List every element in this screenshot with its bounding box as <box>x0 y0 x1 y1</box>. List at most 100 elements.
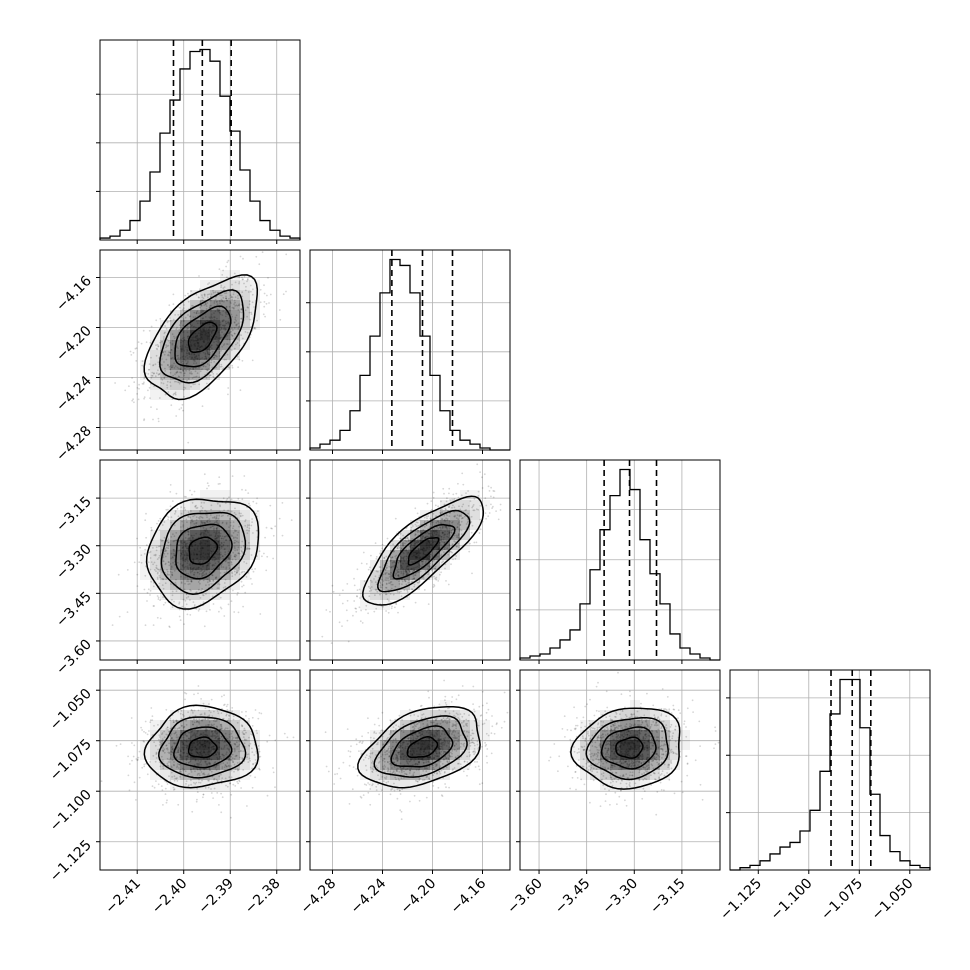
sample-point <box>383 556 386 559</box>
sample-point <box>187 378 190 380</box>
density-cell <box>180 320 190 330</box>
sample-point <box>156 595 159 597</box>
sample-point <box>193 514 196 517</box>
grid-lines <box>100 670 300 870</box>
sample-point <box>195 312 198 315</box>
sample-point <box>240 515 242 518</box>
sample-point <box>250 313 253 315</box>
sample-point <box>227 603 230 606</box>
sample-point <box>219 724 222 727</box>
density-cell <box>230 720 240 730</box>
sample-point <box>162 767 165 770</box>
scatter-panel-0-1: −4.28−4.24−4.20−4.16 <box>53 249 301 465</box>
sample-point <box>229 521 232 524</box>
sample-point <box>160 377 163 380</box>
sample-point <box>359 597 361 599</box>
sample-point <box>358 588 361 591</box>
sample-point <box>194 370 197 373</box>
density-cell <box>170 550 180 560</box>
sample-point <box>178 763 181 766</box>
sample-point <box>189 516 192 519</box>
sample-point <box>204 718 207 721</box>
sample-point <box>176 345 178 348</box>
sample-point <box>220 515 223 517</box>
sample-point <box>163 353 166 356</box>
sample-point <box>243 475 246 477</box>
sample-point <box>242 257 244 260</box>
sample-point <box>159 545 161 547</box>
sample-point <box>193 693 195 696</box>
sample-point <box>205 368 208 371</box>
sample-point <box>238 756 241 759</box>
sample-point <box>200 516 203 519</box>
sample-point <box>238 750 240 753</box>
sample-point <box>150 526 153 529</box>
sample-point <box>195 522 197 525</box>
sample-point <box>230 561 233 563</box>
sample-point <box>212 580 215 582</box>
sample-point <box>402 543 404 545</box>
sample-point <box>232 521 235 523</box>
sample-point <box>412 525 414 527</box>
sample-point <box>175 346 178 349</box>
sample-point <box>183 386 185 389</box>
density-cell <box>230 770 240 780</box>
sample-point <box>389 581 392 583</box>
density-cell <box>170 750 180 760</box>
sample-point <box>237 552 240 555</box>
sample-point <box>461 517 464 519</box>
sample-point <box>265 302 268 305</box>
sample-point <box>492 496 495 499</box>
sample-point <box>244 519 247 521</box>
sample-point <box>165 744 168 747</box>
sample-point <box>155 753 158 755</box>
sample-point <box>170 366 173 369</box>
sample-point <box>411 538 413 540</box>
sample-point <box>243 561 246 563</box>
sample-point <box>266 555 269 558</box>
sample-point <box>382 743 385 745</box>
sample-point <box>224 578 227 581</box>
sample-point <box>210 698 213 701</box>
sample-point <box>191 518 193 521</box>
sample-point <box>208 709 211 712</box>
sample-point <box>205 593 207 595</box>
sample-point <box>417 529 420 532</box>
sample-point <box>208 306 211 309</box>
sample-point <box>418 519 421 521</box>
sample-point <box>157 417 160 420</box>
sample-point <box>236 534 239 536</box>
sample-point <box>379 593 381 596</box>
sample-point <box>232 525 235 527</box>
sample-point <box>243 742 246 745</box>
sample-point <box>227 259 230 262</box>
sample-point <box>219 596 222 599</box>
sample-point <box>251 568 254 571</box>
sample-point <box>221 796 224 799</box>
sample-point <box>487 485 490 488</box>
sample-point <box>210 788 212 790</box>
sample-point <box>231 575 234 578</box>
sample-point <box>359 620 362 623</box>
sample-point <box>209 580 211 582</box>
sample-point <box>202 793 205 796</box>
density-cell <box>180 760 190 770</box>
sample-point <box>241 552 244 554</box>
sample-point <box>169 576 172 578</box>
sample-point <box>153 569 156 571</box>
sample-point <box>182 769 185 772</box>
density-cell <box>170 330 180 340</box>
sample-point <box>135 360 138 362</box>
sample-point <box>171 342 174 345</box>
sample-point <box>212 797 215 799</box>
sample-point <box>230 563 233 566</box>
sample-point <box>493 490 496 493</box>
sample-point <box>166 570 169 573</box>
sample-point <box>462 721 465 723</box>
sample-point <box>147 561 150 564</box>
sample-point <box>459 524 462 526</box>
sample-point <box>229 556 232 558</box>
sample-point <box>160 382 163 384</box>
sample-point <box>228 564 230 567</box>
sample-point <box>141 729 144 731</box>
